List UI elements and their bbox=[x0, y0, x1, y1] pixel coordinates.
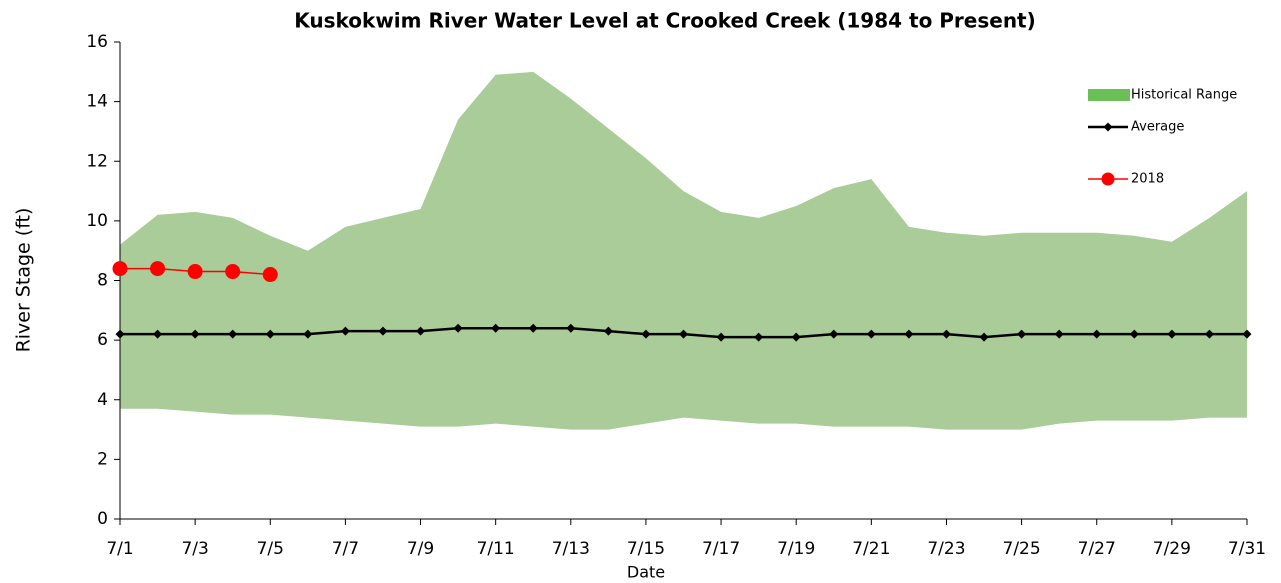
x-tick-label: 7/11 bbox=[477, 539, 515, 559]
legend-marker bbox=[1101, 172, 1115, 186]
point bbox=[941, 329, 951, 339]
x-tick-label: 7/27 bbox=[1078, 539, 1116, 559]
point bbox=[603, 326, 613, 336]
y-tick-label: 16 bbox=[86, 32, 108, 52]
point bbox=[528, 323, 538, 333]
point bbox=[566, 323, 576, 333]
point bbox=[1092, 329, 1102, 339]
x-tick-label: 7/29 bbox=[1153, 539, 1191, 559]
point bbox=[716, 332, 726, 342]
point bbox=[225, 264, 241, 280]
point bbox=[491, 323, 501, 333]
point bbox=[265, 329, 275, 339]
x-tick-label: 7/19 bbox=[777, 539, 815, 559]
point bbox=[1242, 329, 1252, 339]
point bbox=[303, 329, 313, 339]
point bbox=[1129, 329, 1139, 339]
legend-label: Historical Range bbox=[1131, 88, 1237, 103]
x-tick-label: 7/17 bbox=[702, 539, 740, 559]
point bbox=[453, 323, 463, 333]
legend-swatch bbox=[1088, 89, 1130, 101]
x-tick-label: 7/31 bbox=[1228, 539, 1266, 559]
legend-label: Average bbox=[1131, 120, 1184, 135]
point bbox=[1167, 329, 1177, 339]
point bbox=[150, 261, 166, 277]
x-tick-label: 7/3 bbox=[181, 539, 208, 559]
x-axis-title: Date bbox=[627, 563, 665, 582]
point bbox=[1054, 329, 1064, 339]
y-tick-label: 12 bbox=[86, 151, 108, 171]
point bbox=[228, 329, 238, 339]
y-tick-label: 6 bbox=[97, 330, 108, 350]
point bbox=[979, 332, 989, 342]
point bbox=[112, 261, 128, 277]
y-tick-label: 10 bbox=[86, 211, 108, 231]
range-area bbox=[120, 71, 1247, 430]
point bbox=[641, 329, 651, 339]
y-tick-label: 4 bbox=[97, 390, 108, 410]
point bbox=[378, 326, 388, 336]
y-tick-label: 8 bbox=[97, 271, 108, 291]
point bbox=[340, 326, 350, 336]
point bbox=[791, 332, 801, 342]
point bbox=[262, 267, 278, 283]
legend-label: 2018 bbox=[1131, 172, 1164, 187]
x-tick-label: 7/21 bbox=[852, 539, 890, 559]
chart-title: Kuskokwim River Water Level at Crooked C… bbox=[294, 9, 1036, 33]
x-tick-label: 7/25 bbox=[1003, 539, 1041, 559]
x-tick-label: 7/23 bbox=[927, 539, 965, 559]
x-tick-label: 7/15 bbox=[627, 539, 665, 559]
point bbox=[190, 329, 200, 339]
point bbox=[187, 264, 203, 280]
y-tick-label: 2 bbox=[97, 449, 108, 469]
point bbox=[866, 329, 876, 339]
x-tick-label: 7/5 bbox=[257, 539, 284, 559]
y-tick-label: 0 bbox=[97, 509, 108, 529]
y-axis-title: River Stage (ft) bbox=[13, 208, 35, 353]
x-tick-label: 7/7 bbox=[332, 539, 359, 559]
point bbox=[115, 329, 125, 339]
x-tick-label: 7/9 bbox=[407, 539, 434, 559]
point bbox=[754, 332, 764, 342]
x-tick-label: 7/1 bbox=[106, 539, 133, 559]
point bbox=[1017, 329, 1027, 339]
y-tick-label: 14 bbox=[86, 92, 108, 112]
point bbox=[679, 329, 688, 339]
point bbox=[829, 329, 839, 339]
point bbox=[1204, 329, 1214, 339]
legend-marker bbox=[1103, 122, 1113, 132]
point bbox=[904, 329, 914, 339]
point bbox=[416, 326, 426, 336]
x-tick-label: 7/13 bbox=[552, 539, 590, 559]
point bbox=[153, 329, 163, 339]
